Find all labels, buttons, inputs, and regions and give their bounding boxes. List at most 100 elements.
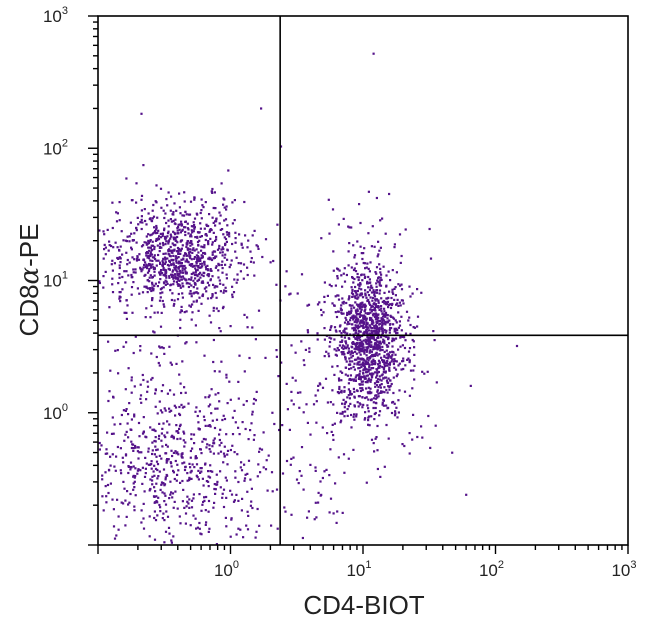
data-point <box>250 422 253 425</box>
data-point <box>432 330 435 333</box>
data-point <box>214 492 217 495</box>
data-point <box>153 245 156 249</box>
data-point <box>154 258 157 261</box>
data-point <box>129 461 133 464</box>
data-point <box>153 331 156 334</box>
data-point <box>392 362 395 366</box>
data-point <box>253 397 256 401</box>
data-point <box>367 342 370 345</box>
data-point <box>181 269 184 272</box>
data-point <box>384 323 387 326</box>
data-point <box>128 240 131 243</box>
data-point <box>132 475 135 478</box>
data-point <box>331 389 334 392</box>
data-point <box>388 290 391 293</box>
data-point <box>167 240 170 244</box>
data-point <box>379 384 382 387</box>
data-point <box>214 224 217 227</box>
data-point <box>113 537 117 540</box>
data-point <box>376 348 379 351</box>
data-point <box>404 339 407 342</box>
data-point <box>238 433 241 436</box>
data-point <box>122 409 125 412</box>
data-point <box>428 227 431 231</box>
data-point <box>197 251 200 254</box>
data-point <box>151 479 154 482</box>
data-point <box>370 372 373 375</box>
data-point <box>350 226 353 229</box>
data-point <box>184 522 187 525</box>
data-point <box>173 202 176 205</box>
data-point <box>153 429 156 432</box>
data-point <box>180 247 183 250</box>
data-point <box>168 423 171 426</box>
data-point <box>378 414 381 417</box>
data-point <box>362 314 365 317</box>
data-point <box>361 387 364 390</box>
data-point <box>377 276 380 279</box>
data-point <box>159 270 162 273</box>
data-point <box>373 327 376 330</box>
data-point <box>174 218 177 221</box>
data-point <box>326 294 329 297</box>
data-point <box>214 407 217 410</box>
data-point <box>163 227 166 230</box>
data-point <box>200 245 203 248</box>
data-point <box>360 288 363 291</box>
data-point <box>149 246 152 249</box>
data-point <box>161 234 164 237</box>
data-point <box>225 496 228 499</box>
data-point <box>390 411 394 415</box>
data-point <box>140 194 144 197</box>
data-point <box>128 261 131 264</box>
data-point <box>391 269 394 272</box>
x-tick-label: 102 <box>479 559 504 580</box>
data-point <box>130 446 133 450</box>
data-point <box>388 385 391 389</box>
data-point <box>176 241 179 244</box>
data-point <box>358 376 361 379</box>
data-point <box>222 203 225 206</box>
data-point <box>166 458 169 461</box>
data-point <box>142 258 145 261</box>
data-point <box>125 515 128 518</box>
data-point <box>125 408 128 411</box>
data-point <box>151 299 154 302</box>
data-point <box>316 338 319 341</box>
data-point <box>373 412 376 416</box>
data-point <box>98 441 101 445</box>
data-point <box>377 386 380 389</box>
data-point <box>346 344 349 347</box>
data-point <box>113 262 116 265</box>
data-point <box>190 276 193 279</box>
data-point <box>388 329 391 332</box>
data-point <box>345 347 348 350</box>
data-point <box>170 263 173 266</box>
data-point <box>239 270 242 273</box>
data-point <box>101 474 104 477</box>
data-point <box>165 280 168 283</box>
data-point <box>145 398 148 401</box>
data-point <box>147 212 150 215</box>
data-point <box>375 436 378 439</box>
data-point <box>349 353 352 356</box>
data-point <box>166 235 169 238</box>
data-point <box>148 246 151 249</box>
data-point <box>214 239 217 242</box>
data-point <box>211 241 214 244</box>
data-point <box>369 308 372 311</box>
data-point <box>367 312 370 315</box>
data-point <box>398 320 401 323</box>
data-point <box>386 301 389 304</box>
data-point <box>375 285 378 288</box>
data-point <box>385 376 388 379</box>
data-point <box>375 380 378 383</box>
data-point <box>386 313 389 317</box>
data-point <box>177 278 180 281</box>
data-point <box>393 366 396 369</box>
data-point <box>185 341 188 344</box>
data-point <box>214 207 217 210</box>
data-point <box>170 251 173 254</box>
data-point <box>342 272 345 275</box>
data-point <box>214 266 217 269</box>
